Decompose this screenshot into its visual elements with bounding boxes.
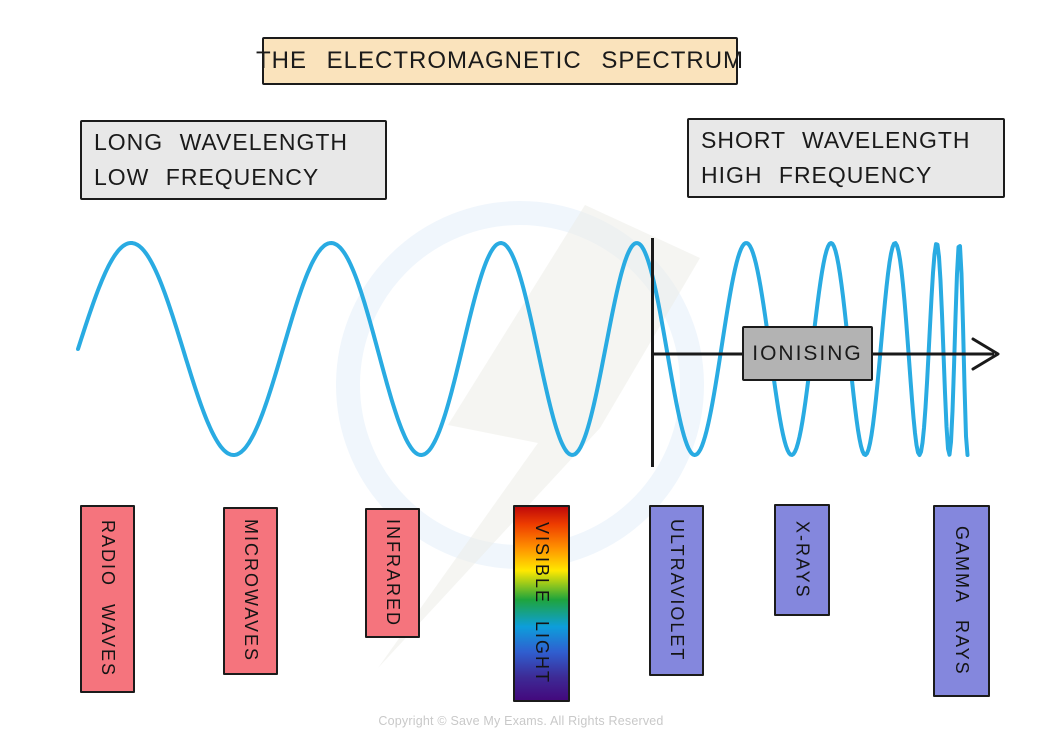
diagram-title-text: THE ELECTROMAGNETIC SPECTRUM (255, 47, 745, 74)
band-microwaves: MICROWAVES (223, 507, 278, 675)
band-label: VISIBLE LIGHT (532, 522, 552, 685)
band-infrared: INFRARED (365, 508, 420, 638)
watermark-lightning-bolt-icon (378, 205, 700, 668)
long-wavelength-label-box: LONG WAVELENGTH LOW FREQUENCY (80, 120, 387, 200)
band-label: RADIO WAVES (98, 520, 118, 678)
ionising-label-box: IONISING (742, 326, 873, 381)
copyright-text: Copyright © Save My Exams. All Rights Re… (378, 714, 664, 728)
arrow-right-icon (971, 337, 1000, 371)
low-frequency-line: LOW FREQUENCY (94, 164, 320, 190)
band-label: INFRARED (383, 518, 403, 627)
band-ultraviolet: ULTRAVIOLET (649, 505, 704, 676)
short-wavelength-label-box: SHORT WAVELENGTH HIGH FREQUENCY (687, 118, 1005, 198)
diagram-title: THE ELECTROMAGNETIC SPECTRUM (256, 37, 743, 85)
band-visible-light: VISIBLE LIGHT (513, 505, 570, 702)
band-gamma-rays: GAMMA RAYS (933, 505, 990, 697)
band-label: ULTRAVIOLET (667, 519, 687, 662)
em-wave-curve (76, 241, 970, 457)
band-label: GAMMA RAYS (952, 526, 972, 676)
long-wavelength-line: LONG WAVELENGTH (94, 129, 349, 155)
high-frequency-line: HIGH FREQUENCY (701, 162, 933, 188)
band-x-rays: X-RAYS (774, 504, 830, 616)
band-label: MICROWAVES (241, 519, 261, 663)
short-wavelength-line: SHORT WAVELENGTH (701, 127, 971, 153)
ionising-label-text: IONISING (752, 341, 863, 365)
band-label: X-RAYS (792, 521, 813, 599)
band-radio-waves: RADIO WAVES (80, 505, 135, 693)
